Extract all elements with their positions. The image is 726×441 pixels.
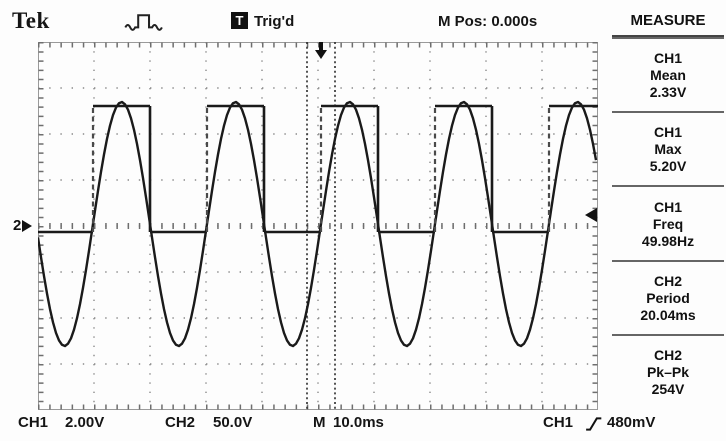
timebase-label: M [313, 414, 326, 431]
measure-channel: CH1 [653, 198, 682, 215]
measure-name: Pk–Pk [646, 363, 690, 380]
right-arrow-icon [22, 219, 33, 232]
measure-value: 20.04ms [640, 306, 696, 323]
ch2-label: CH2 [165, 414, 196, 431]
ch2-volts-div: 50.0V [213, 414, 253, 431]
ch2-ground-marker: 2 [13, 217, 33, 234]
measure-item-ch2-period: CH2 Period 20.04ms [612, 259, 724, 334]
measure-menu: MEASURE CH1 Mean 2.33V CH1 Max 5.20V CH1… [600, 12, 726, 408]
measure-channel: CH1 [653, 124, 682, 141]
trigger-level: 480mV [607, 414, 656, 431]
tek-logo: Tek [12, 8, 50, 33]
ch1-volts-div: 2.00V [65, 414, 105, 431]
graticule [38, 42, 598, 410]
ch2-marker-label: 2 [13, 217, 22, 234]
horizontal-position-readout: M Pos: 0.000s [438, 13, 538, 30]
timebase-value: 10.0ms [333, 414, 384, 431]
measure-name: Mean [650, 67, 686, 84]
measure-channel: CH2 [653, 272, 682, 289]
measure-name: Max [654, 141, 682, 158]
measure-item-ch1-mean: CH1 Mean 2.33V [612, 37, 724, 111]
measure-name: Freq [652, 215, 684, 232]
ch1-label: CH1 [18, 414, 49, 431]
measure-value: 2.33V [649, 84, 687, 101]
measure-item-ch1-max: CH1 Max 5.20V [612, 111, 724, 185]
scope-display [38, 42, 598, 410]
rising-edge-icon [586, 417, 602, 431]
measure-value: 254V [651, 380, 685, 397]
trigger-status: Trig'd [254, 13, 295, 30]
trigger-badge-icon: T [231, 12, 248, 29]
measure-item-ch2-pkpk: CH2 Pk–Pk 254V [612, 333, 724, 408]
trigger-source: CH1 [543, 414, 574, 431]
measure-channel: CH1 [653, 50, 682, 67]
measure-name: Period [646, 289, 690, 306]
measure-item-ch1-freq: CH1 Freq 49.98Hz [612, 185, 724, 259]
measure-value: 49.98Hz [641, 232, 695, 249]
measure-menu-title: MEASURE [612, 12, 724, 37]
measure-value: 5.20V [649, 158, 687, 175]
waveform-traces [38, 42, 598, 348]
acquisition-mode-icon [124, 14, 163, 31]
measure-channel: CH2 [653, 346, 682, 363]
